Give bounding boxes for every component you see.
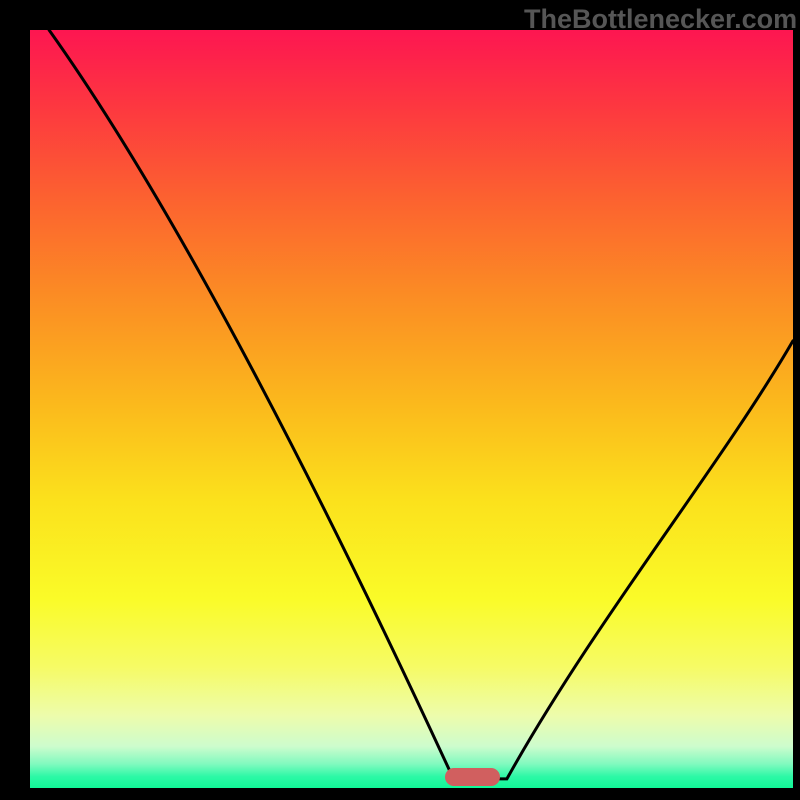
chart-container: TheBottlenecker.com <box>0 0 800 800</box>
v-curve <box>30 30 793 788</box>
bottleneck-marker <box>445 768 500 786</box>
watermark-text: TheBottlenecker.com <box>524 4 797 35</box>
